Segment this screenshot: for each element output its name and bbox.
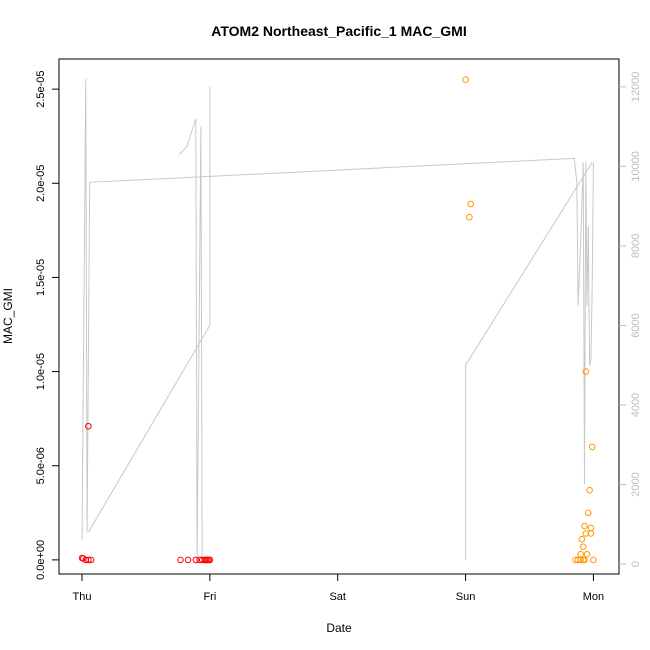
series2-point (585, 509, 592, 517)
series1-point (177, 556, 184, 564)
series1-point (184, 556, 192, 564)
altitude-segment (87, 86, 211, 533)
y-tick-label: 1.5e-05 (35, 259, 47, 296)
altitude-line (81, 78, 594, 561)
series2-point (587, 530, 595, 537)
series2-point (581, 556, 588, 564)
altitude-segment (81, 78, 594, 541)
series1-point (206, 556, 214, 564)
y-axis-label: MAC_GMI (1, 288, 15, 344)
data-points (78, 76, 597, 564)
series2-point (586, 486, 593, 494)
x-tick-label: Sun (456, 591, 476, 603)
x-tick-label: Mon (583, 591, 604, 603)
axes: Thu Fri Sat Sun Mon 0.0e+00 5.0e-06 1.0e-05 1.5e… (35, 58, 642, 603)
y2-tick-label: 2000 (630, 472, 642, 496)
series1-point (85, 422, 92, 430)
y2-tick-label: 10000 (630, 151, 642, 182)
plot-frame (58, 58, 620, 575)
chart-title: ATOM2 Northeast_Pacific_1 MAC_GMI (211, 23, 466, 39)
x-tick-label: Fri (203, 591, 216, 603)
series2-point (590, 556, 597, 564)
series1-point (85, 556, 92, 564)
y-tick-label: 2.5e-05 (35, 70, 47, 107)
series2-point (467, 200, 475, 208)
series2-point (579, 543, 587, 551)
y2-tick-label: 0 (630, 561, 642, 567)
y2-tick-label: 6000 (630, 313, 642, 337)
x-tick-label: Sat (329, 591, 346, 603)
series2-point (572, 556, 579, 564)
series2-point (466, 213, 473, 221)
x-tick-label: Thu (73, 591, 92, 603)
altitude-segment (465, 162, 593, 561)
y2-tick-label: 8000 (630, 234, 642, 258)
x-axis-label: Date (326, 621, 352, 635)
series2-point (582, 368, 590, 375)
series2-point (588, 443, 596, 451)
y-tick-label: 1.0e-05 (35, 353, 47, 390)
series1-point (192, 556, 200, 564)
series1-point (87, 556, 95, 564)
y2-tick-label: 12000 (630, 72, 642, 103)
y2-tick-label: 4000 (630, 393, 642, 417)
altitude-segment (178, 118, 203, 561)
y-tick-label: 0.0e+00 (35, 540, 47, 580)
series2-point (587, 524, 595, 532)
series2-point (577, 550, 584, 558)
series2-point (578, 535, 586, 543)
series2-point (462, 76, 469, 83)
series2-point (583, 550, 591, 558)
y-tick-label: 2.0e-05 (35, 165, 47, 202)
series2-point (581, 522, 588, 530)
y-tick-label: 5.0e-06 (35, 447, 47, 484)
